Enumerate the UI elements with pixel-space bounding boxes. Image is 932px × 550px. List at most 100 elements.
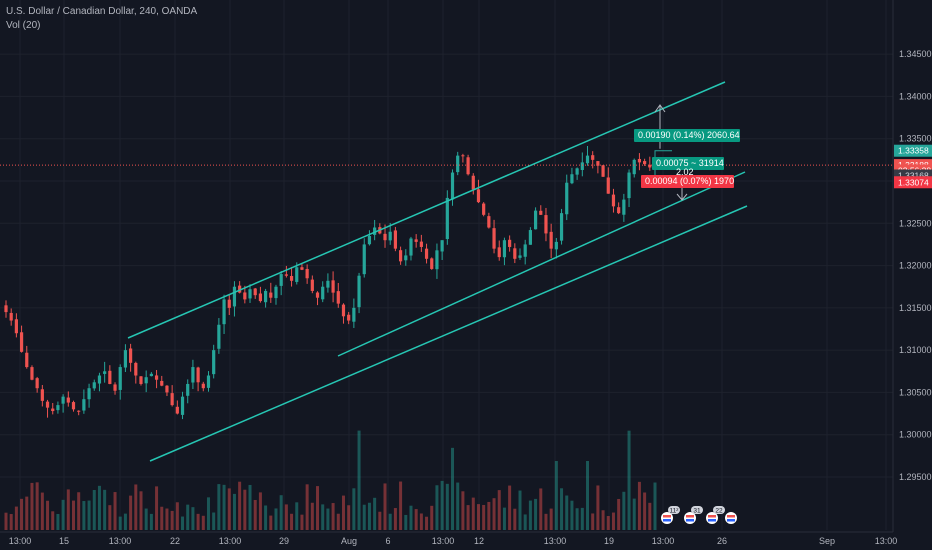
volume-bar [414,509,418,530]
candle-body [461,155,465,157]
volume-bar [643,492,647,530]
candle-body [9,312,13,321]
candle-body [66,397,70,403]
volume-bar [378,511,382,530]
time-tick-label: Sep [819,536,835,546]
candle-body [393,230,397,249]
candle-body [352,307,356,322]
position-summary-label[interactable]: 0.00075 ~ 31914 [652,157,724,170]
price-badge: 1.33074 [894,176,932,189]
price-tick-label: 1.31000 [899,345,932,355]
volume-bar [217,484,221,530]
candle-body [45,401,50,408]
candle-body [585,155,590,164]
candle-body [258,293,263,302]
candle-body [362,244,366,275]
volume-bar [274,508,278,530]
channel-line-lower[interactable] [149,205,748,462]
candle-body [482,203,486,215]
event-flag-icon[interactable]: 11² [661,506,680,524]
price-tick-label: 1.30500 [899,387,932,397]
candle-body [404,255,408,261]
volume-bar [586,461,590,530]
stop-arrow-head [676,193,688,201]
volume-bar [570,500,574,530]
stop-label[interactable]: 0.00094 (0.07%) 1970 [641,175,734,188]
volume-bar [560,488,564,530]
candlesticks [4,146,657,420]
volume-bar [565,495,569,530]
volume-bar [466,505,470,530]
candle-body [508,239,512,247]
volume-bar [331,503,335,530]
price-axis: 1.345001.340001.335001.330001.325001.320… [892,0,932,550]
volume-bar [20,498,24,530]
volume-bar [212,512,216,530]
volume-bar [222,484,226,530]
candle-body [559,213,564,241]
candle-body [648,164,652,168]
volume-bar [440,480,444,530]
position-tool: 0.00190 (0.14%) 2060.64 0.00075 ~ 319142.… [634,104,740,201]
volume-indicator-label[interactable]: Vol (20) [6,20,41,31]
volume-bar [341,495,345,530]
channel-line-middle[interactable] [337,171,746,357]
volume-bar [4,512,8,530]
time-tick-label: 12 [474,536,484,546]
volume-bar [497,490,501,530]
volume-bar [487,501,491,530]
candle-body [487,216,491,228]
candle-body [450,172,455,200]
candle-body [227,299,231,308]
channel-line-upper[interactable] [127,81,726,339]
volume-bar [632,498,636,530]
svg-text:1.33358: 1.33358 [898,146,929,156]
volume-bar [316,486,320,530]
symbol-title[interactable]: U.S. Dollar / Canadian Dollar, 240, OAND… [6,6,198,17]
candle-body [206,375,211,388]
candle-body [180,396,185,415]
price-tick-label: 1.33500 [899,134,932,144]
candle-body [305,268,309,279]
volume-bar [409,505,413,530]
volume-bar [383,483,387,530]
price-tick-label: 1.34500 [899,49,932,59]
volume-bar [201,515,205,530]
candle-body [123,350,128,368]
risk-reward-ratio: 2.02 [676,167,694,177]
candle-body [103,371,107,374]
volume-bar [611,512,615,530]
volume-bar [9,514,13,530]
volume-bar [82,501,86,530]
candle-body [201,383,205,389]
volume-bar [425,516,429,530]
event-flag-icon[interactable]: 31 [684,506,703,524]
candle-body [154,375,159,380]
volume-bar [175,502,179,530]
volume-bar [627,430,631,530]
volume-bar [476,504,480,530]
event-flag-icon[interactable]: 22 [706,506,725,524]
candle-body [300,267,304,270]
target-label[interactable]: 0.00190 (0.14%) 2060.64 [634,129,740,142]
volume-bar [181,516,185,530]
volume-bar [352,488,356,530]
chart-legend: U.S. Dollar / Canadian Dollar, 240, OAND… [6,5,197,33]
volume-bar [35,482,39,530]
volume-bar [606,516,610,530]
candle-body [284,274,288,276]
volume-bar [508,485,512,530]
candle-body [575,168,579,175]
volume-bar [539,488,543,530]
candle-body [440,240,444,252]
volume-bar [51,511,55,530]
candle-body [87,388,91,400]
volume-bar [284,504,288,530]
svg-text:1.33074: 1.33074 [898,177,929,187]
event-flag-icon[interactable] [725,512,737,524]
volume-bar [191,507,195,530]
candle-body [160,380,164,386]
time-tick-label: 15 [59,536,69,546]
time-tick-label: 19 [604,536,614,546]
